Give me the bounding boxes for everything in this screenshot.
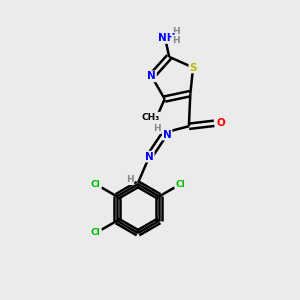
Text: Cl: Cl	[91, 180, 101, 189]
Text: Cl: Cl	[176, 180, 185, 189]
Text: H: H	[172, 27, 180, 36]
Text: O: O	[216, 118, 225, 128]
Text: NH: NH	[158, 33, 175, 43]
Text: N: N	[147, 71, 156, 81]
Text: H: H	[126, 175, 134, 184]
Text: H: H	[154, 124, 161, 133]
Text: N: N	[145, 152, 154, 162]
Text: N: N	[163, 130, 172, 140]
Text: Cl: Cl	[91, 229, 101, 238]
Text: CH₃: CH₃	[142, 112, 160, 122]
Text: S: S	[189, 62, 197, 73]
Text: H: H	[172, 36, 180, 45]
